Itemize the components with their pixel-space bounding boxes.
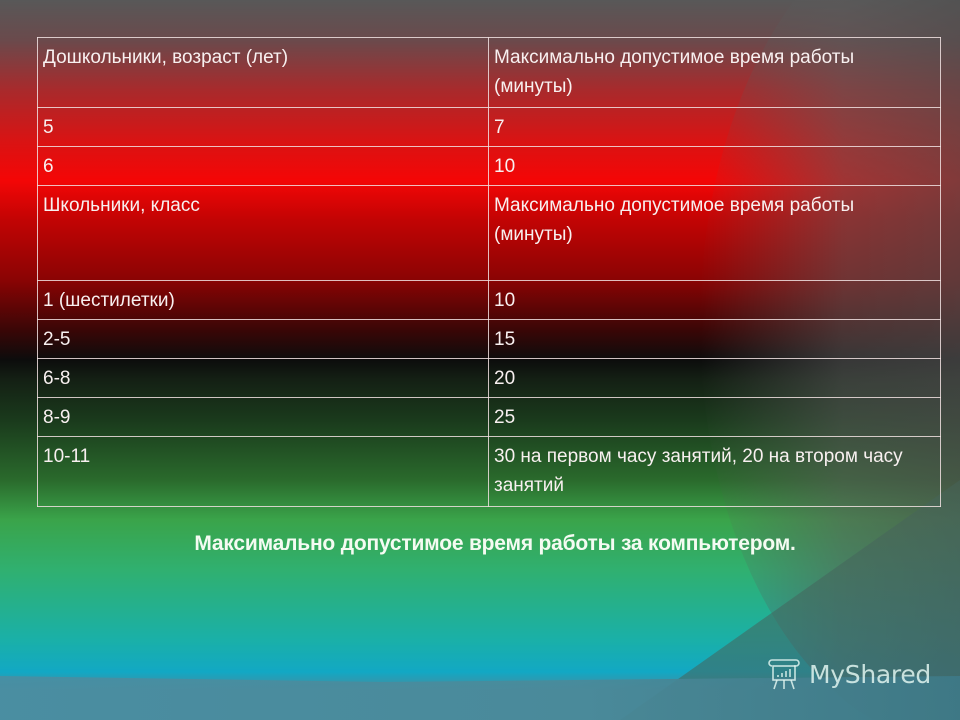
table-cell: 15 (488, 319, 941, 359)
table-header-row-school: Школьники, класс Максимально допустимое … (37, 185, 941, 281)
table-cell: 30 на первом часу занятий, 20 на втором … (488, 436, 941, 507)
table-header-cell: Дошкольники, возраст (лет) (37, 37, 489, 108)
table-cell: 10-11 (37, 436, 489, 507)
myshared-watermark: MyShared (767, 657, 931, 691)
screen-time-table: Дошкольники, возраст (лет) Максимально д… (37, 37, 941, 507)
table-row: 8-9 25 (37, 397, 941, 437)
table-header-cell: Максимально допустимое время работы (мин… (488, 185, 941, 281)
presentation-board-icon (768, 659, 800, 690)
table-row: 10-11 30 на первом часу занятий, 20 на в… (37, 436, 941, 507)
slide-caption: Максимально допустимое время работы за к… (194, 532, 796, 555)
table-cell: 5 (37, 107, 489, 147)
table-cell: 2-5 (37, 319, 489, 359)
table-cell: 6 (37, 146, 489, 186)
table-row: 6 10 (37, 146, 941, 186)
table-cell: 6-8 (37, 358, 489, 398)
table-header-cell: Школьники, класс (37, 185, 489, 281)
table-cell: 7 (488, 107, 941, 147)
table-header-cell: Максимально допустимое время работы (мин… (488, 37, 941, 108)
table-header-row-preschool: Дошкольники, возраст (лет) Максимально д… (37, 37, 941, 108)
table-cell: 10 (488, 280, 941, 320)
table-row: 6-8 20 (37, 358, 941, 398)
table-cell: 25 (488, 397, 941, 437)
watermark-text: MyShared (809, 659, 931, 689)
table-cell: 20 (488, 358, 941, 398)
table-cell: 1 (шестилетки) (37, 280, 489, 320)
table-row: 5 7 (37, 107, 941, 147)
table-row: 2-5 15 (37, 319, 941, 359)
table-cell: 8-9 (37, 397, 489, 437)
table-row: 1 (шестилетки) 10 (37, 280, 941, 320)
table-cell: 10 (488, 146, 941, 186)
